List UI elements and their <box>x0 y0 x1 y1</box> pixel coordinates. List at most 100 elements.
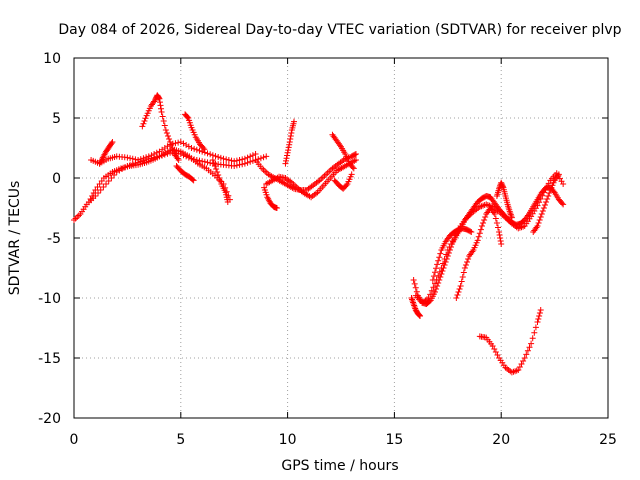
data-point <box>540 205 547 211</box>
data-point <box>214 169 221 175</box>
data-point <box>526 344 533 351</box>
data-point <box>532 324 539 331</box>
y-tick-label: -20 <box>38 411 61 427</box>
data-point <box>439 268 446 274</box>
data-point <box>534 202 541 209</box>
series-arc-f <box>173 163 197 184</box>
y-tick-label: 0 <box>52 171 61 187</box>
data-point <box>209 157 216 163</box>
data-point <box>494 224 501 231</box>
data-point <box>151 151 158 157</box>
data-point <box>539 192 546 199</box>
data-points <box>71 92 567 376</box>
data-point <box>156 95 163 102</box>
data-point <box>159 113 166 120</box>
data-point <box>425 295 432 301</box>
data-point <box>523 351 530 358</box>
data-point <box>215 172 222 178</box>
data-point <box>200 145 207 151</box>
data-point <box>160 118 167 124</box>
data-point <box>145 153 152 160</box>
x-axis-tick-labels: 0 5 10 15 20 25 <box>70 432 617 448</box>
data-point <box>455 289 462 295</box>
data-point <box>224 199 231 205</box>
data-point <box>162 127 169 133</box>
data-point <box>560 201 567 208</box>
data-point <box>201 146 208 153</box>
data-point <box>263 153 270 160</box>
series-arc-l <box>282 118 298 167</box>
data-point <box>260 154 267 161</box>
data-point <box>108 175 115 181</box>
data-point <box>105 178 112 184</box>
data-point <box>352 157 359 163</box>
data-point <box>457 283 464 289</box>
data-point <box>535 316 542 322</box>
data-point <box>481 217 488 223</box>
series-arc-m <box>329 131 357 172</box>
data-point <box>223 156 230 163</box>
data-point <box>177 139 184 145</box>
series-arc-s <box>453 205 505 301</box>
data-point <box>183 142 190 148</box>
data-point <box>97 187 104 193</box>
series-arc-h <box>209 157 231 205</box>
data-point <box>480 220 487 226</box>
chart-title: Day 084 of 2026, Sidereal Day-to-day VTE… <box>58 22 621 38</box>
y-axis-label: SDTVAR / TECUs <box>7 181 23 296</box>
data-point <box>439 260 446 267</box>
data-point <box>459 274 466 280</box>
data-point <box>287 136 294 142</box>
data-point <box>285 144 292 151</box>
data-point <box>352 151 359 157</box>
data-point <box>244 154 251 161</box>
y-tick-label: -5 <box>47 231 61 247</box>
data-point <box>499 183 506 190</box>
data-point <box>249 152 256 159</box>
data-point <box>201 149 208 156</box>
data-point <box>465 256 472 262</box>
data-point <box>474 237 481 244</box>
data-point <box>428 287 435 294</box>
y-tick-label: 10 <box>43 51 61 67</box>
data-point <box>140 155 147 162</box>
series-arc-u <box>530 171 562 235</box>
data-point <box>436 254 443 261</box>
data-point <box>560 181 567 187</box>
data-point <box>464 259 471 265</box>
data-point <box>185 143 192 150</box>
data-point <box>141 118 148 124</box>
series-arc-v <box>476 307 544 376</box>
data-point <box>156 99 163 106</box>
data-point <box>462 262 469 268</box>
data-point <box>175 139 182 146</box>
data-point <box>132 156 139 163</box>
x-tick-label: 0 <box>70 432 79 448</box>
data-point <box>416 312 423 319</box>
data-point <box>204 150 211 157</box>
data-point <box>273 205 280 211</box>
data-point <box>188 145 195 151</box>
data-point <box>343 182 350 189</box>
data-point <box>103 181 110 187</box>
data-point <box>411 280 418 287</box>
data-point <box>467 228 474 235</box>
data-point <box>220 155 227 162</box>
data-point <box>441 256 448 262</box>
data-point <box>282 160 289 167</box>
data-point <box>442 259 449 265</box>
data-point <box>443 251 450 258</box>
data-point <box>476 230 483 237</box>
data-point <box>429 277 436 283</box>
data-point <box>496 232 503 238</box>
series-arc-d <box>96 139 116 167</box>
data-point <box>236 157 243 163</box>
data-point <box>288 130 295 136</box>
data-point <box>191 145 198 152</box>
data-point <box>539 208 546 214</box>
data-point <box>351 151 358 158</box>
data-point <box>193 146 200 153</box>
data-point <box>201 158 208 165</box>
data-point <box>196 147 203 154</box>
series-arc-n <box>331 171 355 192</box>
